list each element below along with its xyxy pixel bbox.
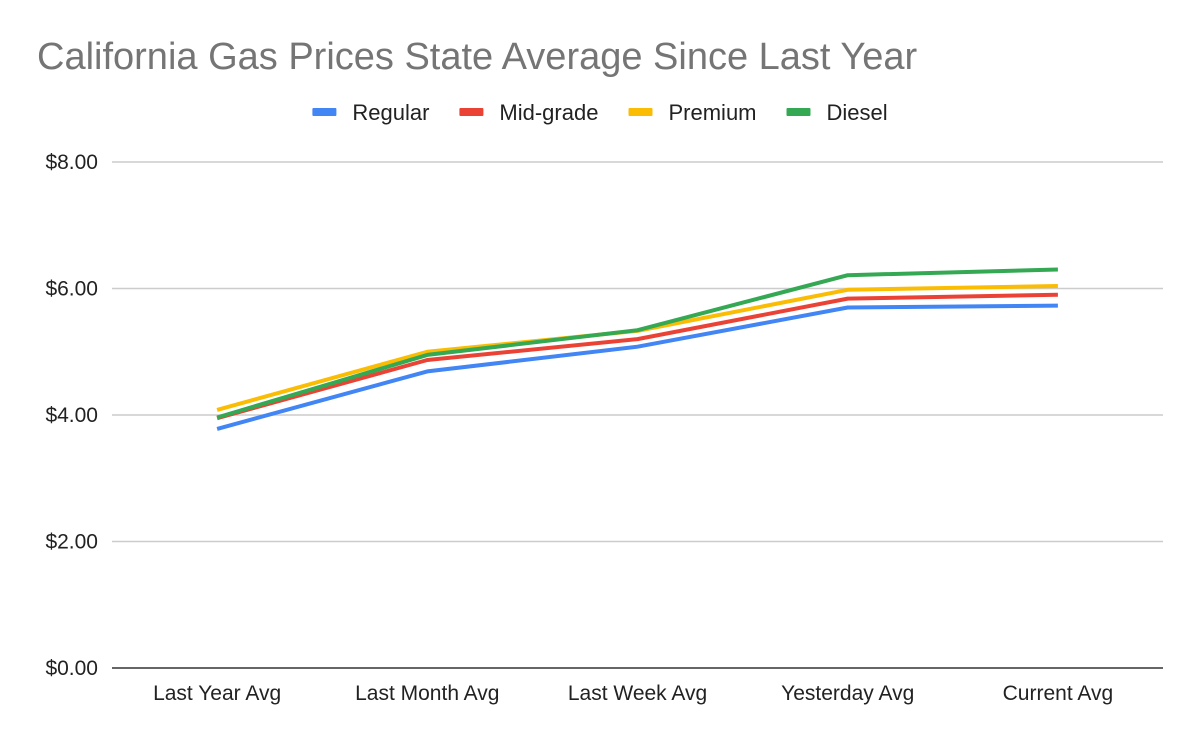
- y-tick-label: $2.00: [45, 531, 98, 554]
- legend-item: Premium: [628, 100, 757, 125]
- y-tick-label: $8.00: [45, 151, 98, 174]
- x-tick-label: Current Avg: [1003, 682, 1114, 705]
- y-tick-label: $0.00: [45, 657, 98, 680]
- legend-item: Regular: [312, 100, 429, 125]
- y-tick-label: $6.00: [45, 278, 98, 301]
- y-axis: $0.00 $2.00 $4.00 $6.00 $8.00: [45, 151, 98, 680]
- series-lines: [216, 267, 1058, 431]
- series-line-regular: [216, 303, 1058, 431]
- x-tick-label: Last Year Avg: [153, 682, 281, 705]
- x-axis: Last Year Avg Last Month Avg Last Week Avg…: [153, 682, 1113, 705]
- legend-label: Regular: [352, 100, 429, 125]
- legend-swatch: [628, 108, 653, 116]
- legend-swatch: [312, 108, 337, 116]
- x-tick-label: Last Week Avg: [568, 682, 707, 705]
- legend-label: Diesel: [827, 100, 888, 125]
- series-line-mid-grade: [216, 292, 1058, 421]
- legend-item: Mid-grade: [459, 100, 598, 125]
- legend-item: Diesel: [786, 100, 888, 125]
- legend: Regular Mid-grade Premium Diesel: [312, 100, 888, 125]
- legend-swatch: [459, 108, 484, 116]
- series-line-diesel: [216, 267, 1058, 420]
- legend-swatch: [786, 108, 811, 116]
- x-tick-label: Last Month Avg: [355, 682, 499, 705]
- x-tick-label: Yesterday Avg: [781, 682, 914, 705]
- chart-title: California Gas Prices State Average Sinc…: [37, 36, 917, 78]
- legend-label: Mid-grade: [499, 100, 598, 125]
- legend-label: Premium: [669, 100, 757, 125]
- y-tick-label: $4.00: [45, 404, 98, 427]
